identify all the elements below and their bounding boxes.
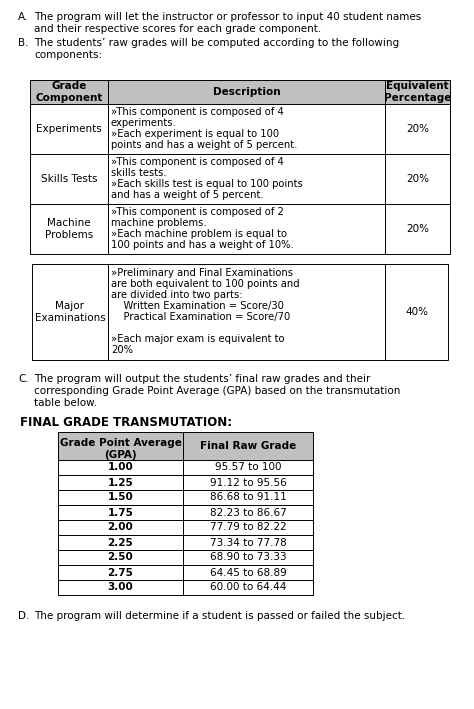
Text: Equivalent
Percentage: Equivalent Percentage [384,81,451,104]
Text: 82.23 to 86.67: 82.23 to 86.67 [210,508,286,518]
Text: 95.57 to 100: 95.57 to 100 [215,462,281,472]
Text: 20%: 20% [111,345,133,355]
Text: corresponding Grade Point Average (GPA) based on the transmutation: corresponding Grade Point Average (GPA) … [34,386,401,396]
Text: 100 points and has a weight of 10%.: 100 points and has a weight of 10%. [111,240,294,250]
Bar [108,104,385,154]
Text: »Each skills test is equal to 100 points: »Each skills test is equal to 100 points [111,179,303,189]
Text: 68.90 to 73.33: 68.90 to 73.33 [210,552,286,562]
Bar [58,432,183,460]
Bar [58,535,183,550]
Bar [183,565,313,580]
Text: points and has a weight of 5 percent.: points and has a weight of 5 percent. [111,140,297,150]
Bar [58,460,183,475]
Text: 1.00: 1.00 [108,462,133,472]
Text: »Preliminary and Final Examinations: »Preliminary and Final Examinations [111,268,293,278]
Text: »Each experiment is equal to 100: »Each experiment is equal to 100 [111,129,279,139]
Text: machine problems.: machine problems. [111,218,207,228]
Bar [58,505,183,520]
Text: FINAL GRADE TRANSMUTATION:: FINAL GRADE TRANSMUTATION: [20,416,232,429]
Bar [30,204,108,254]
Bar [58,565,183,580]
Bar [183,535,313,550]
Text: 2.00: 2.00 [108,523,133,532]
Text: The students’ raw grades will be computed according to the following: The students’ raw grades will be compute… [34,38,399,48]
Text: 20%: 20% [406,174,429,184]
Text: »Each machine problem is equal to: »Each machine problem is equal to [111,229,287,239]
Text: 2.75: 2.75 [108,567,134,578]
Text: experiments.: experiments. [111,118,177,128]
Text: components:: components: [34,50,102,60]
Text: C.: C. [18,374,29,384]
Bar [108,204,385,254]
Bar [30,104,108,154]
Text: are both equivalent to 100 points and: are both equivalent to 100 points and [111,279,300,289]
Bar [183,475,313,490]
Text: »This component is composed of 4: »This component is composed of 4 [111,157,284,167]
Bar [385,154,450,204]
Bar [385,80,450,104]
Text: 73.34 to 77.78: 73.34 to 77.78 [210,537,286,547]
Text: »This component is composed of 4: »This component is composed of 4 [111,107,284,117]
Bar [183,505,313,520]
Text: and their respective scores for each grade component.: and their respective scores for each gra… [34,24,321,34]
Text: table below.: table below. [34,398,97,408]
Bar [108,264,385,360]
Bar [183,550,313,565]
Text: are divided into two parts:: are divided into two parts: [111,290,243,300]
Bar [183,520,313,535]
Bar [30,154,108,204]
Text: D.: D. [18,611,29,621]
Text: 91.12 to 95.56: 91.12 to 95.56 [210,477,286,488]
Bar [385,204,450,254]
Bar [58,550,183,565]
Bar [58,475,183,490]
Text: B.: B. [18,38,28,48]
Text: 2.50: 2.50 [108,552,133,562]
Text: Final Raw Grade: Final Raw Grade [200,441,296,451]
Text: 2.25: 2.25 [108,537,133,547]
Bar [183,460,313,475]
Text: A.: A. [18,12,28,22]
Text: »This component is composed of 2: »This component is composed of 2 [111,207,284,217]
Bar [385,104,450,154]
Text: Grade Point Average
(GPA): Grade Point Average (GPA) [60,438,182,460]
Text: 1.50: 1.50 [108,493,133,503]
Text: 77.79 to 82.22: 77.79 to 82.22 [210,523,286,532]
Text: Machine
Problems: Machine Problems [45,218,93,240]
Bar [58,490,183,505]
Text: 1.25: 1.25 [108,477,133,488]
Text: 20%: 20% [406,124,429,134]
Bar [108,154,385,204]
Bar [183,432,313,460]
Bar [32,264,108,360]
Text: The program will let the instructor or professor to input 40 student names: The program will let the instructor or p… [34,12,421,22]
Text: Written Examination = Score/30: Written Examination = Score/30 [111,301,284,311]
Text: 3.00: 3.00 [108,583,133,593]
Text: Major
Examinations: Major Examinations [35,301,105,323]
Text: 64.45 to 68.89: 64.45 to 68.89 [210,567,286,578]
Text: 1.75: 1.75 [108,508,134,518]
Text: 40%: 40% [405,307,428,317]
Bar [385,264,448,360]
Bar [183,490,313,505]
Bar [58,580,183,595]
Text: and has a weight of 5 percent.: and has a weight of 5 percent. [111,190,264,200]
Text: 20%: 20% [406,224,429,234]
Text: 60.00 to 64.44: 60.00 to 64.44 [210,583,286,593]
Bar [183,580,313,595]
Text: »Each major exam is equivalent to: »Each major exam is equivalent to [111,334,284,344]
Bar [58,520,183,535]
Text: The program will output the students’ final raw grades and their: The program will output the students’ fi… [34,374,370,384]
Text: Grade
Component: Grade Component [35,81,103,104]
Text: Experiments: Experiments [36,124,102,134]
Text: The program will determine if a student is passed or failed the subject.: The program will determine if a student … [34,611,405,621]
Text: Practical Examination = Score/70: Practical Examination = Score/70 [111,312,290,322]
Bar [30,80,108,104]
Text: Description: Description [213,87,280,97]
Bar [108,80,385,104]
Text: Skills Tests: Skills Tests [41,174,97,184]
Text: 86.68 to 91.11: 86.68 to 91.11 [210,493,286,503]
Text: skills tests.: skills tests. [111,168,167,178]
